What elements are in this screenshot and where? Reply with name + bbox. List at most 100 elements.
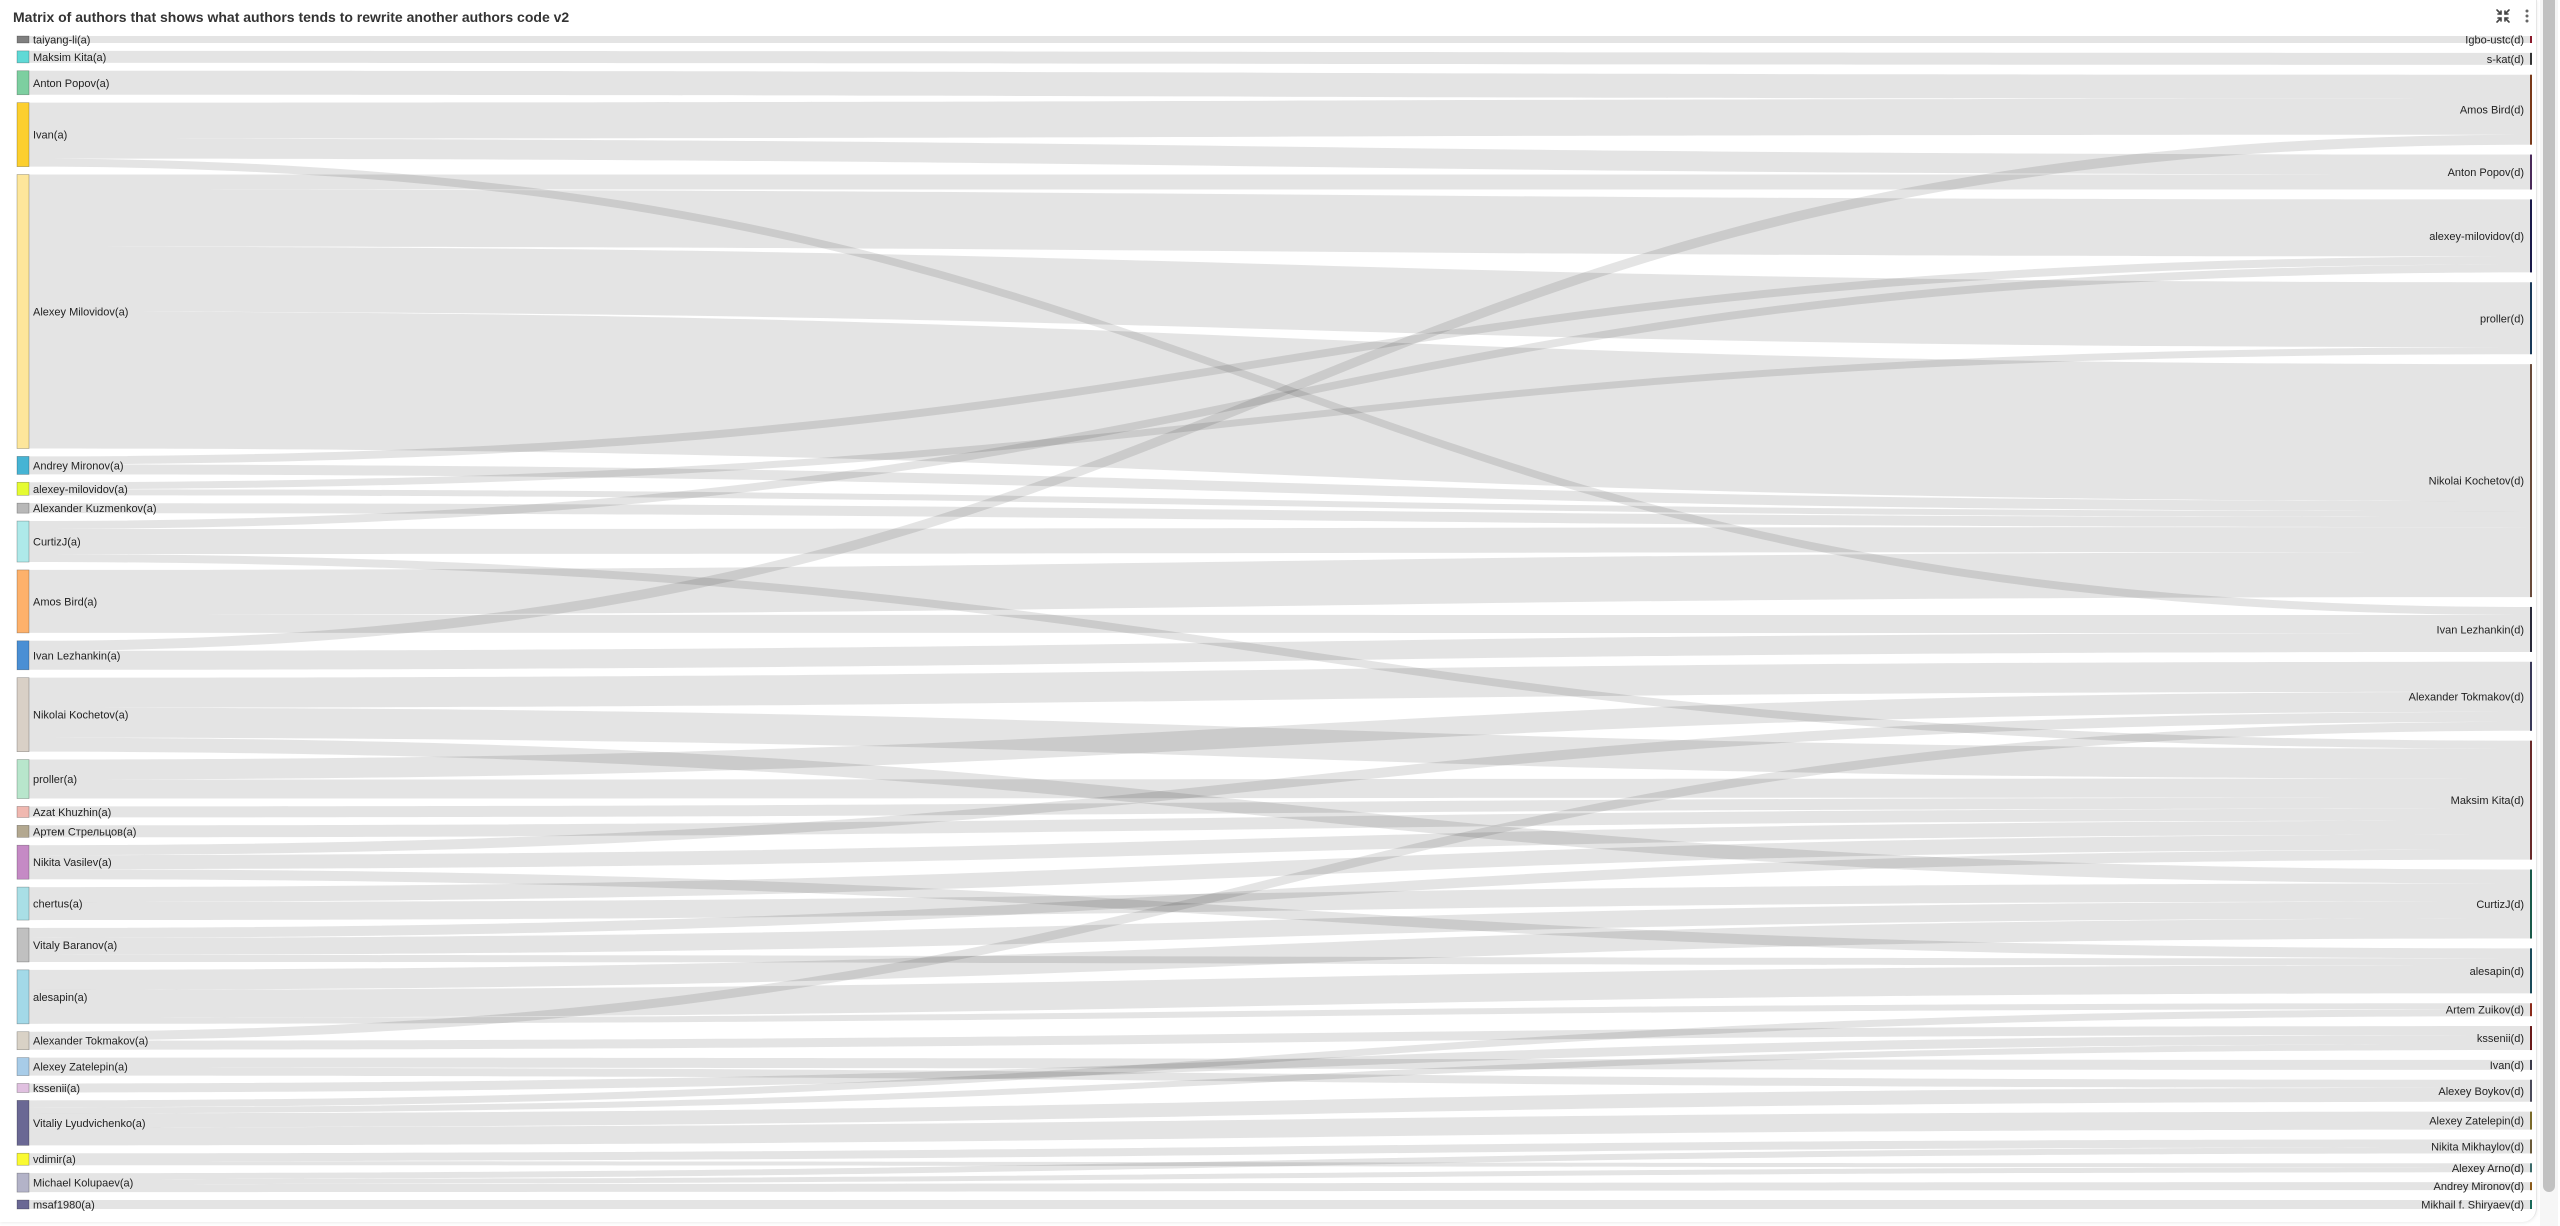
sankey-link[interactable] [29, 246, 2530, 348]
source-node[interactable] [16, 1057, 30, 1076]
sankey-link[interactable] [29, 1035, 2530, 1093]
target-node[interactable] [2530, 1163, 2532, 1173]
target-node[interactable] [2530, 606, 2532, 652]
source-node[interactable] [16, 1199, 30, 1210]
source-node[interactable] [16, 456, 30, 475]
target-node[interactable] [2530, 74, 2532, 145]
source-node[interactable] [16, 677, 30, 752]
sankey-link[interactable] [29, 901, 2530, 955]
source-node[interactable] [16, 1031, 30, 1051]
target-node[interactable] [2530, 52, 2532, 65]
sankey-link[interactable] [29, 918, 2530, 990]
sankey-link[interactable] [29, 189, 2530, 257]
sankey-link[interactable] [29, 1087, 2530, 1128]
sankey-link[interactable] [29, 256, 2530, 465]
target-node[interactable] [2530, 1059, 2532, 1070]
sankey-link[interactable] [29, 954, 2530, 966]
source-node[interactable] [16, 1152, 30, 1166]
sankey-link[interactable] [29, 1139, 2530, 1162]
sankey-link[interactable] [29, 1200, 2530, 1209]
sankey-link[interactable] [29, 464, 2530, 512]
sankey-link[interactable] [29, 808, 2530, 838]
source-node[interactable] [16, 640, 30, 671]
sankey-link[interactable] [29, 661, 2530, 708]
sankey-link[interactable] [29, 503, 2530, 528]
source-node[interactable] [16, 35, 30, 44]
sankey-link[interactable] [29, 527, 2530, 555]
source-node[interactable] [16, 481, 30, 496]
target-node[interactable] [2530, 948, 2532, 994]
scrollbar-thumb[interactable] [2543, 0, 2555, 1192]
target-node[interactable] [2530, 282, 2532, 355]
sankey-link[interactable] [29, 834, 2530, 903]
collapse-icon[interactable] [2494, 7, 2512, 25]
target-node[interactable] [2530, 36, 2532, 43]
sankey-link[interactable] [29, 50, 2530, 65]
target-node[interactable] [2530, 1139, 2532, 1154]
target-node[interactable] [2530, 1200, 2532, 1209]
sankey-link[interactable] [29, 632, 2530, 670]
target-node[interactable] [2530, 661, 2532, 731]
target-node[interactable] [2530, 740, 2532, 860]
sankey-link[interactable] [29, 1044, 2530, 1114]
source-node[interactable] [16, 844, 30, 880]
sankey-link[interactable] [29, 1182, 2530, 1193]
source-node[interactable] [16, 50, 30, 64]
sankey-link[interactable] [29, 70, 2530, 99]
source-node[interactable] [16, 1083, 30, 1093]
sankey-link[interactable] [29, 174, 2530, 190]
sankey-link[interactable] [29, 98, 2530, 139]
sankey-link[interactable] [29, 1111, 2530, 1146]
sankey-link[interactable] [29, 552, 2530, 615]
sankey-link[interactable] [29, 489, 2530, 518]
target-node[interactable] [2530, 364, 2532, 598]
sankey-link[interactable] [29, 554, 2530, 749]
source-node[interactable] [16, 102, 30, 167]
sankey-link[interactable] [29, 1009, 2530, 1108]
source-node[interactable] [16, 1172, 30, 1193]
source-node[interactable] [16, 969, 30, 1025]
sankey-link[interactable] [29, 1147, 2530, 1180]
sankey-link[interactable] [29, 820, 2530, 870]
sankey-link[interactable] [29, 869, 2530, 959]
sankey-link[interactable] [29, 707, 2530, 779]
sankey-link[interactable] [29, 1067, 2530, 1088]
source-node[interactable] [16, 806, 30, 818]
source-node[interactable] [16, 825, 30, 838]
sankey-link[interactable] [29, 1057, 2530, 1070]
sankey-link[interactable] [29, 311, 2530, 502]
sankey-link[interactable] [29, 883, 2530, 921]
sankey-link[interactable] [29, 849, 2530, 938]
target-node[interactable] [2530, 1079, 2532, 1102]
sankey-link[interactable] [29, 347, 2530, 490]
sankey-link[interactable] [29, 1167, 2530, 1185]
sankey-link[interactable] [29, 1003, 2530, 1024]
sankey-link[interactable] [29, 797, 2530, 818]
source-node[interactable] [16, 1100, 30, 1146]
source-node[interactable] [16, 502, 30, 514]
sankey-link[interactable] [29, 1161, 2530, 1168]
source-node[interactable] [16, 520, 30, 563]
sankey-link[interactable] [29, 138, 2530, 175]
source-node[interactable] [16, 569, 30, 634]
target-node[interactable] [2530, 1026, 2532, 1051]
sankey-link[interactable] [29, 264, 2530, 530]
source-node[interactable] [16, 759, 30, 799]
sankey-link[interactable] [29, 614, 2530, 633]
sankey-link[interactable] [29, 965, 2530, 1018]
sankey-link[interactable] [29, 691, 2530, 780]
source-node[interactable] [16, 886, 30, 921]
source-node[interactable] [16, 174, 30, 449]
sankey-link[interactable] [29, 737, 2530, 884]
target-node[interactable] [2530, 1182, 2532, 1191]
sankey-link[interactable] [29, 36, 2530, 43]
target-node[interactable] [2530, 154, 2532, 190]
target-node[interactable] [2530, 1003, 2532, 1017]
more-vertical-icon[interactable] [2518, 7, 2536, 25]
target-node[interactable] [2530, 1111, 2532, 1130]
sankey-link[interactable] [29, 134, 2530, 651]
sankey-link[interactable] [29, 721, 2530, 1041]
sankey-link[interactable] [29, 158, 2530, 615]
target-node[interactable] [2530, 869, 2532, 939]
source-node[interactable] [16, 70, 30, 96]
